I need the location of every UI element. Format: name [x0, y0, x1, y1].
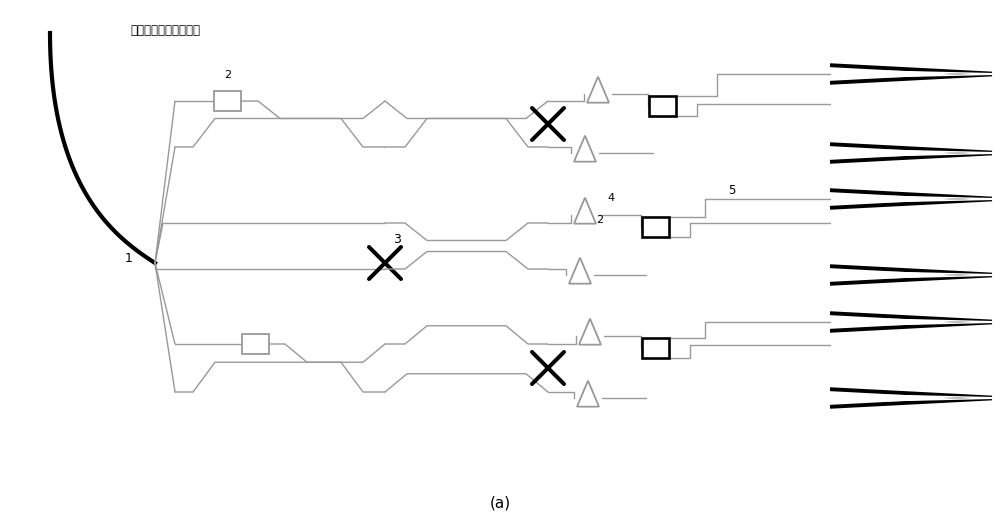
Polygon shape	[574, 197, 596, 224]
Bar	[648, 96, 676, 116]
Text: 2: 2	[596, 215, 603, 225]
Text: (a): (a)	[489, 495, 511, 511]
Bar	[642, 217, 668, 237]
Bar	[242, 334, 268, 354]
Text: 4: 4	[607, 193, 614, 203]
Bar	[214, 91, 241, 111]
Text: 光纤，偏振编码单比特: 光纤，偏振编码单比特	[130, 23, 200, 36]
Polygon shape	[579, 319, 601, 345]
Text: 3: 3	[393, 233, 401, 246]
Polygon shape	[577, 381, 599, 407]
Polygon shape	[587, 77, 609, 103]
Polygon shape	[574, 135, 596, 162]
Text: 2: 2	[224, 70, 232, 80]
Text: 1: 1	[125, 253, 133, 266]
Polygon shape	[569, 258, 591, 283]
Text: 5: 5	[728, 184, 735, 197]
Bar	[642, 338, 668, 358]
